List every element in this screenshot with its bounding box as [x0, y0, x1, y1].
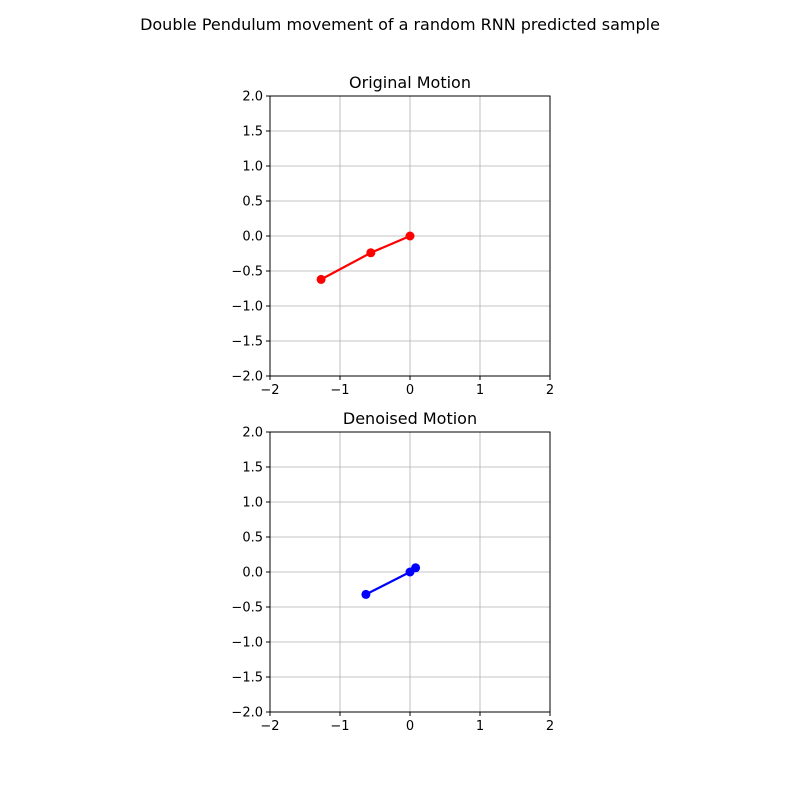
y-tick-label: −1.0	[231, 636, 263, 651]
y-tick-label: 2.0	[242, 90, 263, 105]
y-tick-label: 1.5	[242, 461, 263, 476]
y-tick-label: −0.5	[231, 265, 263, 280]
y-tick-label: 0.5	[242, 195, 263, 210]
x-tick-label: 2	[546, 719, 554, 734]
y-tick-label: −2.0	[231, 706, 263, 721]
x-tick-label: −1	[330, 383, 349, 398]
x-tick-label: −2	[260, 719, 279, 734]
y-tick-label: 2.0	[242, 426, 263, 441]
y-tick-label: −1.5	[231, 335, 263, 350]
x-tick-label: 1	[476, 383, 484, 398]
y-tick-label: −1.0	[231, 300, 263, 315]
pendulum-point-marker	[405, 231, 415, 241]
x-tick-label: −1	[330, 719, 349, 734]
subplot-original-motion: Original Motion −2 −1 0 1 2 −2.0 −1.5 −1.0 −0.5 0…	[231, 73, 554, 398]
subplot-title-denoised: Denoised Motion	[343, 409, 477, 428]
y-tick-label: −1.5	[231, 671, 263, 686]
pendulum-point-marker	[366, 248, 376, 258]
y-tick-label: −0.5	[231, 601, 263, 616]
x-tick-label: −2	[260, 383, 279, 398]
pendulum-point-marker	[405, 567, 415, 577]
x-tick-label: 1	[476, 719, 484, 734]
figure-suptitle: Double Pendulum movement of a random RNN…	[140, 15, 660, 34]
y-tick-label: 1.0	[242, 160, 263, 175]
y-tick-label: 0.0	[242, 566, 263, 581]
pendulum-point-marker	[316, 274, 326, 284]
pendulum-point-marker	[361, 589, 371, 599]
subplot-denoised-motion: Denoised Motion −2 −1 0 1 2 −2.0 −1.5 −1.0 −0.5 0…	[231, 409, 554, 734]
y-tick-label: 1.5	[242, 125, 263, 140]
x-tick-label: 0	[406, 383, 414, 398]
y-tick-label: −2.0	[231, 370, 263, 385]
x-tick-label: 2	[546, 383, 554, 398]
x-tick-label: 0	[406, 719, 414, 734]
subplot-title-original: Original Motion	[349, 73, 471, 92]
y-tick-label: 1.0	[242, 496, 263, 511]
pendulum-rod-line	[320, 234, 412, 281]
y-tick-label: 0.0	[242, 230, 263, 245]
y-tick-label: 0.5	[242, 531, 263, 546]
